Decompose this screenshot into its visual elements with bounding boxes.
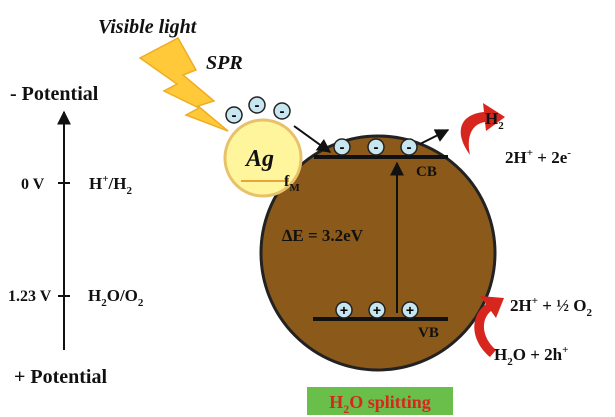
vb-hole: + xyxy=(368,301,386,319)
couple-h2o-o2: H2O/O2 xyxy=(88,286,144,309)
svg-text:-: - xyxy=(407,139,412,156)
water-splitting-badge xyxy=(307,387,453,415)
vb-label: VB xyxy=(418,325,439,341)
spr-label: SPR xyxy=(206,52,243,74)
cb-electron: - xyxy=(400,138,418,156)
ag-label: Ag xyxy=(244,146,274,172)
visible-light-label: Visible light xyxy=(98,16,198,38)
svg-text:+: + xyxy=(406,302,414,318)
cb-electron: - xyxy=(333,138,351,156)
semiconductor-particle xyxy=(259,134,497,372)
oxidation-products: 2H+ + ½ O2 xyxy=(510,295,592,319)
ag-electron: - xyxy=(248,96,266,114)
electron-transfer-arrow xyxy=(293,125,332,153)
svg-text:+: + xyxy=(373,302,381,318)
oxidation-reactants: H2O + 2h+ xyxy=(494,344,568,368)
svg-text:+: + xyxy=(340,302,348,318)
reduction-curved-arrow xyxy=(460,103,505,155)
oxidation-curved-arrow xyxy=(474,296,504,357)
potential-0v: 0 V xyxy=(21,176,45,193)
potential-1-23v: 1.23 V xyxy=(8,288,52,305)
fermi-level-label: fM xyxy=(284,173,300,194)
cb-electron: - xyxy=(367,138,385,156)
vb-hole: + xyxy=(401,301,419,319)
negative-potential-label: - Potential xyxy=(10,83,99,105)
ag-electron: - xyxy=(225,106,243,124)
svg-text:-: - xyxy=(340,139,345,156)
svg-text:-: - xyxy=(232,107,237,124)
vb-hole: + xyxy=(335,301,353,319)
cb-electron-out-arrow xyxy=(419,129,450,145)
h2-product-label: H2 xyxy=(485,109,504,132)
svg-text:-: - xyxy=(280,103,285,120)
lightning-bolt-icon xyxy=(138,36,229,132)
svg-text:-: - xyxy=(255,97,260,114)
reduction-reactants: 2H+ + 2e- xyxy=(505,147,571,167)
svg-text:-: - xyxy=(374,139,379,156)
positive-potential-label: + Potential xyxy=(14,366,107,388)
water-splitting-label: H2O splitting xyxy=(329,392,431,416)
ag-electron: - xyxy=(273,102,291,120)
ag-nanoparticle xyxy=(223,118,303,198)
couple-h-plus-h2: H+/H2 xyxy=(89,173,132,197)
band-gap-label: ∆E = 3.2eV xyxy=(282,226,364,245)
cb-label: CB xyxy=(416,164,437,180)
